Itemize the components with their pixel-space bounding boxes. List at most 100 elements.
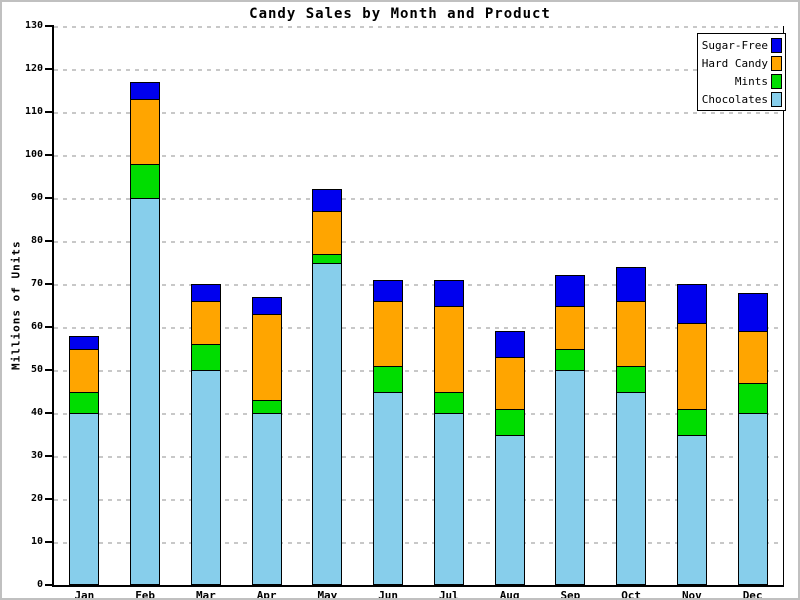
bar-segment xyxy=(130,81,161,101)
month-label: Aug xyxy=(499,589,520,600)
bar-segment xyxy=(251,413,282,585)
y-tick-label: 110 xyxy=(24,106,43,117)
bar-segment xyxy=(312,189,343,212)
bar-segment xyxy=(433,391,464,414)
gridline xyxy=(54,198,783,200)
y-tick-label: 120 xyxy=(24,63,43,74)
bar-segment xyxy=(494,408,525,436)
bar-segment xyxy=(373,365,404,393)
gridline xyxy=(54,327,783,329)
bar-segment xyxy=(190,284,221,303)
y-tick xyxy=(45,541,54,543)
legend-swatch xyxy=(771,73,782,89)
y-tick-label: 90 xyxy=(30,192,43,203)
bar-segment xyxy=(130,198,161,585)
bar-segment xyxy=(373,301,404,367)
legend: Sugar-Free Hard Candy Mints Chocolates xyxy=(697,33,786,111)
gridline xyxy=(54,370,783,372)
y-tick xyxy=(45,283,54,285)
legend-row: Mints xyxy=(698,72,785,90)
y-tick-label: 0 xyxy=(36,579,43,590)
bar-segment xyxy=(69,335,100,350)
bar-segment xyxy=(555,348,586,371)
legend-swatch xyxy=(771,91,782,107)
month-label: Mar xyxy=(195,589,216,600)
y-tick xyxy=(45,412,54,414)
y-tick xyxy=(45,240,54,242)
bar-segment xyxy=(69,413,100,585)
gridline xyxy=(54,542,783,544)
bar-segment xyxy=(433,279,464,307)
y-tick xyxy=(45,197,54,199)
month-label: Jul xyxy=(438,589,459,600)
legend-label: Chocolates xyxy=(701,92,768,106)
bar-segment xyxy=(69,348,100,393)
bar-segment xyxy=(676,434,707,585)
legend-label: Hard Candy xyxy=(701,56,768,70)
bar-segment xyxy=(69,391,100,414)
y-tick-label: 10 xyxy=(30,536,43,547)
month-label: Nov xyxy=(681,589,702,600)
bar-segment xyxy=(433,413,464,585)
y-tick-label: 70 xyxy=(30,278,43,289)
y-tick-label: 130 xyxy=(24,20,43,31)
month-label: Apr xyxy=(256,589,277,600)
month-label: May xyxy=(317,589,338,600)
plot-area xyxy=(52,26,784,587)
y-tick xyxy=(45,25,54,27)
bar-segment xyxy=(616,391,647,585)
bar-segment xyxy=(494,357,525,410)
gridline xyxy=(54,284,783,286)
bar-segment xyxy=(251,400,282,414)
bar-segment xyxy=(433,305,464,393)
gridline xyxy=(54,413,783,415)
legend-row: Chocolates xyxy=(698,90,785,108)
y-tick xyxy=(45,68,54,70)
bar-segment xyxy=(494,434,525,585)
y-tick-label: 100 xyxy=(24,149,43,160)
legend-label: Mints xyxy=(734,74,768,88)
bar-segment xyxy=(190,370,221,585)
y-tick xyxy=(45,498,54,500)
bar-segment xyxy=(616,365,647,393)
y-tick-label: 80 xyxy=(30,235,43,246)
legend-swatch xyxy=(771,37,782,53)
y-tick-label: 40 xyxy=(30,407,43,418)
bar-segment xyxy=(555,305,586,350)
bar-segment xyxy=(130,99,161,165)
legend-swatch xyxy=(771,55,782,71)
y-tick-label: 30 xyxy=(30,450,43,461)
bar-segment xyxy=(373,391,404,585)
bar-segment xyxy=(190,344,221,371)
bar-segment xyxy=(737,382,768,414)
bar-segment xyxy=(676,322,707,410)
bar-segment xyxy=(676,408,707,436)
bar-segment xyxy=(251,314,282,402)
bar-segment xyxy=(373,279,404,303)
y-tick-label: 20 xyxy=(30,493,43,504)
legend-label: Sugar-Free xyxy=(701,38,768,52)
month-label: Jan xyxy=(74,589,95,600)
gridline xyxy=(54,456,783,458)
bar-segment xyxy=(190,301,221,346)
month-label: Dec xyxy=(742,589,763,600)
gridline xyxy=(54,112,783,114)
y-tick xyxy=(45,111,54,113)
bar-segment xyxy=(555,275,586,307)
bar-segment xyxy=(494,331,525,359)
y-tick-label: 60 xyxy=(30,321,43,332)
bar-segment xyxy=(555,370,586,585)
month-label: Feb xyxy=(135,589,156,600)
bar-segment xyxy=(312,253,343,264)
chart-title: Candy Sales by Month and Product xyxy=(249,6,551,22)
bar-segment xyxy=(251,296,282,316)
bar-segment xyxy=(676,284,707,324)
gridline xyxy=(54,69,783,71)
bar-segment xyxy=(312,210,343,255)
gridline xyxy=(54,155,783,157)
bar-segment xyxy=(616,266,647,303)
y-tick xyxy=(45,326,54,328)
bar-segment xyxy=(737,292,768,333)
bar-segment xyxy=(312,262,343,585)
